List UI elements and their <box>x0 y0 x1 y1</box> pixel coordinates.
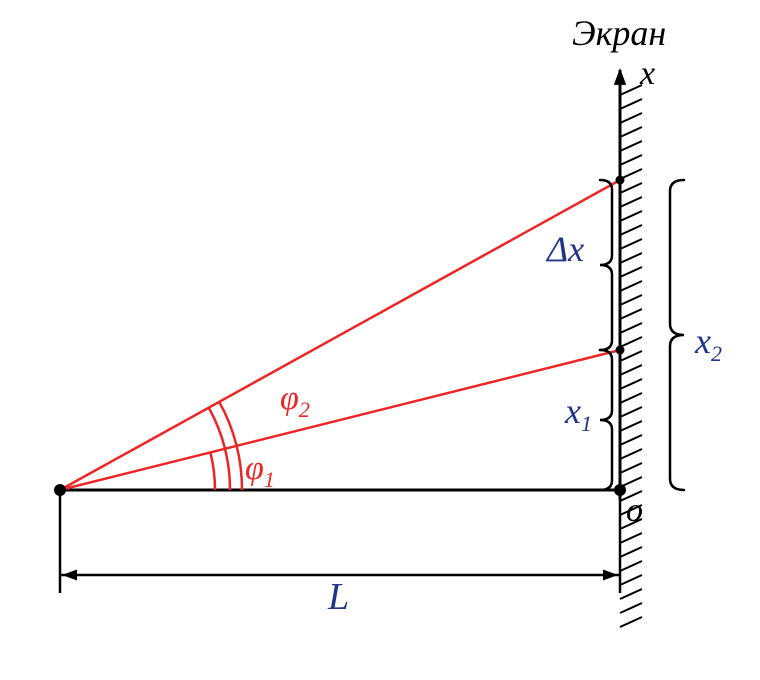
title-label: Экран <box>572 12 666 54</box>
delta-x-label: Δx <box>547 228 584 270</box>
diagram-root: Экран x o φ1 φ2 Δx x1 x2 L <box>0 0 760 680</box>
origin-label: o <box>626 492 643 530</box>
axis-x-label: x <box>640 55 655 93</box>
diagram-svg <box>0 0 760 680</box>
phi1-label: φ1 <box>245 450 275 493</box>
x1-label: x1 <box>565 390 592 437</box>
L-label: L <box>328 575 349 619</box>
phi2-label: φ2 <box>280 380 310 423</box>
x2-label: x2 <box>695 320 722 367</box>
